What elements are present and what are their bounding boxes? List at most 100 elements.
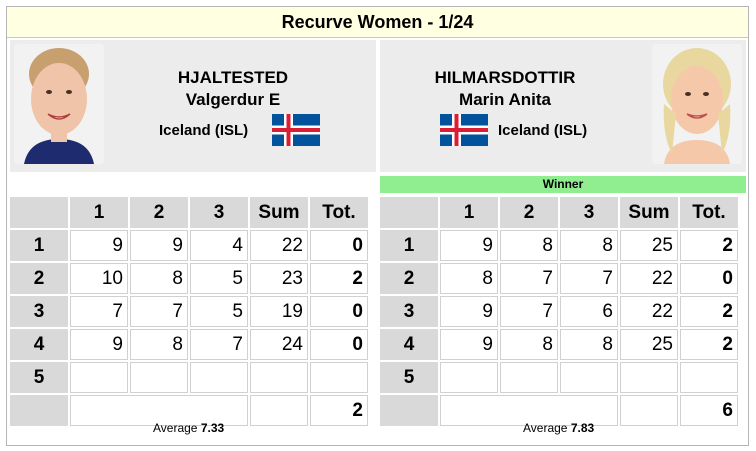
arrow-score: 9	[440, 230, 498, 261]
set-label: 1	[10, 230, 68, 261]
header-cell: 2	[500, 197, 558, 228]
match-total: 6	[680, 395, 738, 426]
iceland-flag-icon	[440, 114, 488, 146]
set-points: 2	[680, 329, 738, 360]
arrow-score: 8	[130, 329, 188, 360]
set-label: 4	[10, 329, 68, 360]
set-sum	[250, 362, 308, 393]
header-cell: Tot.	[680, 197, 738, 228]
header-cell: 1	[70, 197, 128, 228]
athlete-country-left: Iceland (ISL)	[159, 122, 249, 139]
scorecard-left: 1 2 3 Sum Tot. 1 9 9 4 22 0 2 10 8 5 23 …	[8, 195, 370, 428]
set-label: 1	[380, 230, 438, 261]
athlete-surname-right: HILMARSDOTTIR	[434, 68, 576, 87]
header-cell: 2	[130, 197, 188, 228]
arrow-score: 6	[560, 296, 618, 327]
table-row: 3 9 7 6 22 2	[380, 296, 738, 327]
average-right: Average 7.83	[523, 421, 594, 435]
average-left: Average 7.33	[153, 421, 224, 435]
arrow-score: 7	[500, 296, 558, 327]
set-label: 3	[10, 296, 68, 327]
match-title: Recurve Women - 1/24	[7, 7, 748, 38]
arrow-score: 7	[70, 296, 128, 327]
arrow-score: 8	[130, 263, 188, 294]
arrow-score: 10	[70, 263, 128, 294]
average-value: 7.83	[570, 421, 595, 435]
arrow-score: 9	[440, 329, 498, 360]
arrow-score: 4	[190, 230, 248, 261]
set-sum: 22	[250, 230, 308, 261]
total-spacer	[620, 395, 678, 426]
winner-badge: Winner	[380, 176, 746, 193]
table-row: 3 7 7 5 19 0	[10, 296, 368, 327]
arrow-score: 8	[500, 230, 558, 261]
athlete-panel-right: HILMARSDOTTIR Marin Anita Iceland (ISL)	[380, 40, 746, 172]
set-points	[680, 362, 738, 393]
athlete-panel-left: HJALTESTED Valgerdur E Iceland (ISL)	[10, 40, 376, 172]
table-row: 1 9 8 8 25 2	[380, 230, 738, 261]
table-row: 4 9 8 8 25 2	[380, 329, 738, 360]
total-spacer	[440, 395, 618, 426]
athlete-given-name-left: Valgerdur E	[185, 90, 281, 109]
set-points: 2	[680, 296, 738, 327]
set-sum: 22	[620, 263, 678, 294]
table-row: 2 10 8 5 23 2	[10, 263, 368, 294]
arrow-score: 9	[440, 296, 498, 327]
set-sum: 19	[250, 296, 308, 327]
arrow-score: 9	[130, 230, 188, 261]
athlete-surname-left: HJALTESTED	[177, 68, 289, 87]
arrow-score	[190, 362, 248, 393]
header-cell	[380, 197, 438, 228]
match-frame: Recurve Women - 1/24 HJALTESTED Valgerdu…	[6, 6, 749, 446]
header-cell: Sum	[250, 197, 308, 228]
average-label: Average	[153, 421, 198, 435]
arrow-score: 5	[190, 296, 248, 327]
set-sum	[620, 362, 678, 393]
table-row: 2 8 7 7 22 0	[380, 263, 738, 294]
set-sum: 25	[620, 329, 678, 360]
header-cell: Tot.	[310, 197, 368, 228]
arrow-score: 8	[560, 329, 618, 360]
arrow-score: 8	[560, 230, 618, 261]
header-cell: 3	[190, 197, 248, 228]
athlete-country-right: Iceland (ISL)	[498, 122, 588, 139]
arrow-score	[130, 362, 188, 393]
scorecard-header-row: 1 2 3 Sum Tot.	[380, 197, 738, 228]
header-cell: Sum	[620, 197, 678, 228]
athlete-given-name-right: Marin Anita	[459, 90, 551, 109]
set-label: 3	[380, 296, 438, 327]
arrow-score	[500, 362, 558, 393]
set-label: 2	[380, 263, 438, 294]
scorecard-header-row: 1 2 3 Sum Tot.	[10, 197, 368, 228]
athlete-photo-left	[14, 44, 104, 164]
set-points	[310, 362, 368, 393]
set-sum: 24	[250, 329, 308, 360]
total-spacer	[70, 395, 248, 426]
total-row: 2	[10, 395, 368, 426]
scorecard-right: 1 2 3 Sum Tot. 1 9 8 8 25 2 2 8 7 7 22 0…	[378, 195, 740, 428]
set-sum: 25	[620, 230, 678, 261]
header-cell: 1	[440, 197, 498, 228]
set-sum: 22	[620, 296, 678, 327]
arrow-score: 8	[440, 263, 498, 294]
arrow-score: 5	[190, 263, 248, 294]
total-row: 6	[380, 395, 738, 426]
arrow-score: 7	[190, 329, 248, 360]
total-spacer	[250, 395, 308, 426]
arrow-score	[440, 362, 498, 393]
set-label: 5	[380, 362, 438, 393]
table-row: 4 9 8 7 24 0	[10, 329, 368, 360]
set-points: 0	[310, 230, 368, 261]
set-points: 0	[680, 263, 738, 294]
set-points: 2	[310, 263, 368, 294]
set-label: 2	[10, 263, 68, 294]
arrow-score: 7	[130, 296, 188, 327]
arrow-score: 7	[560, 263, 618, 294]
average-value: 7.33	[200, 421, 225, 435]
total-label-cell	[10, 395, 68, 426]
set-points: 0	[310, 296, 368, 327]
arrow-score: 8	[500, 329, 558, 360]
average-label: Average	[523, 421, 568, 435]
arrow-score	[560, 362, 618, 393]
arrow-score: 9	[70, 329, 128, 360]
